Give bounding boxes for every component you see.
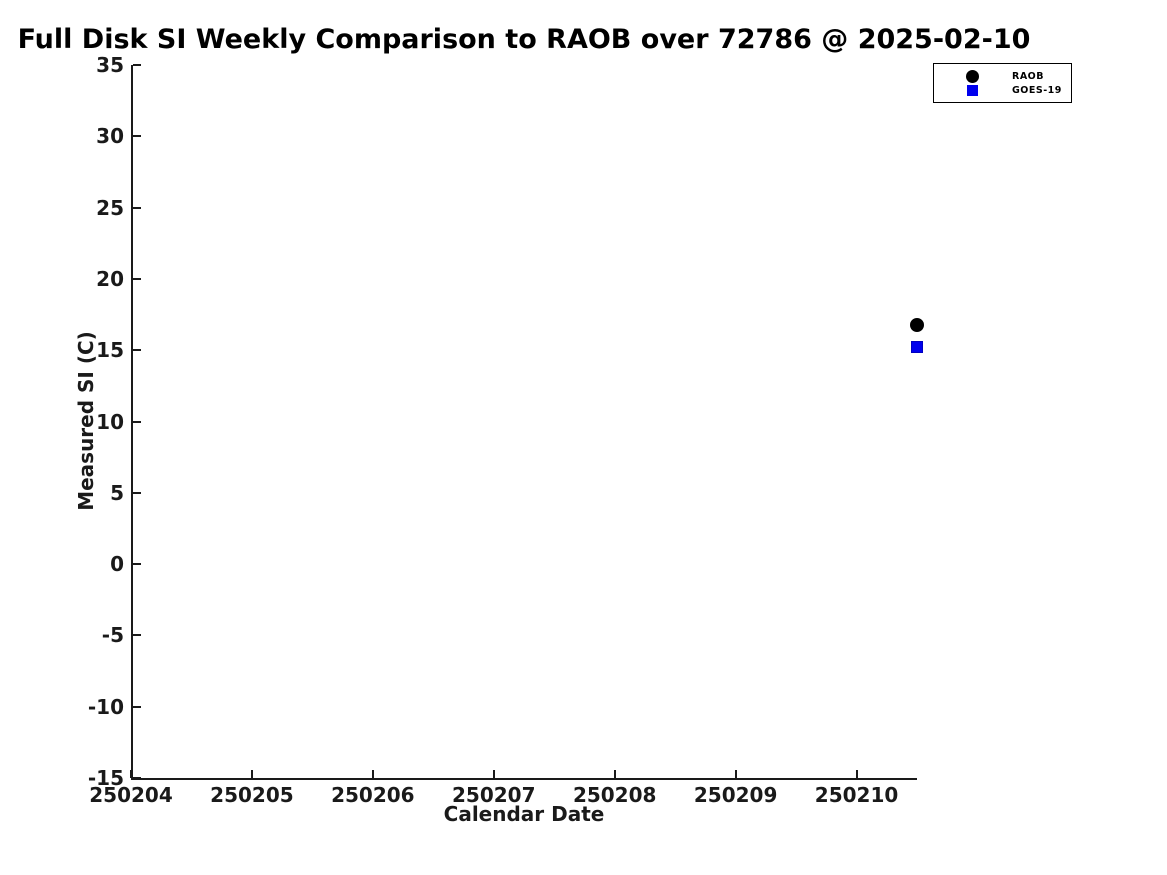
x-tick-mark: [130, 770, 132, 778]
x-tick-mark: [250, 770, 253, 778]
data-point-goes-19: [911, 341, 923, 354]
y-tick-label: -15: [87, 766, 124, 790]
x-tick-label: 250206: [331, 783, 415, 807]
data-point-raob: [910, 317, 924, 332]
x-tick-mark: [371, 770, 374, 778]
y-tick-mark: [133, 705, 141, 708]
legend-label: GOES-19: [1012, 84, 1062, 96]
y-tick-label: 35: [96, 53, 124, 77]
y-tick-mark: [133, 563, 141, 566]
y-tick-mark: [133, 277, 141, 280]
legend-marker-goes-19-icon: [966, 84, 979, 97]
x-tick-label: 250205: [210, 783, 294, 807]
y-tick-label: -10: [87, 694, 124, 719]
x-tick-mark: [855, 770, 858, 778]
x-tick-label: 250210: [814, 783, 899, 807]
y-tick-mark: [133, 420, 141, 423]
chart-title: Full Disk SI Weekly Comparison to RAOB o…: [17, 24, 1031, 55]
x-tick-label: 250204: [89, 783, 173, 807]
legend-marker-raob-icon: [966, 69, 979, 83]
y-tick-mark: [133, 206, 141, 209]
y-tick-mark: [133, 634, 141, 637]
y-tick-mark: [133, 64, 141, 66]
x-axis-label: Calendar Date: [443, 802, 605, 826]
y-tick-label: -5: [101, 623, 124, 648]
y-tick-mark: [133, 491, 141, 494]
y-tick-label: 30: [96, 124, 124, 149]
legend-label: RAOB: [1012, 70, 1044, 82]
y-tick-label: 15: [96, 338, 124, 363]
x-tick-mark: [734, 770, 737, 778]
y-tick-mark: [133, 777, 141, 779]
x-axis-line: [131, 778, 917, 780]
x-tick-mark: [492, 770, 495, 778]
y-tick-label: 25: [96, 195, 124, 220]
legend: RAOB GOES-19: [933, 63, 1072, 103]
x-tick-label: 250208: [572, 783, 657, 807]
y-axis-line: [131, 65, 133, 780]
x-tick-label: 250209: [693, 783, 778, 807]
legend-row: RAOB: [934, 69, 1071, 83]
x-tick-label: 250207: [452, 783, 536, 807]
y-tick-label: 20: [96, 266, 124, 291]
y-tick-label: 10: [96, 409, 124, 434]
x-tick-mark: [613, 770, 616, 778]
y-tick-mark: [133, 349, 141, 352]
y-tick-mark: [133, 135, 141, 138]
legend-row: GOES-19: [934, 83, 1071, 97]
y-tick-label: 5: [110, 480, 124, 505]
y-tick-label: 0: [110, 552, 124, 577]
